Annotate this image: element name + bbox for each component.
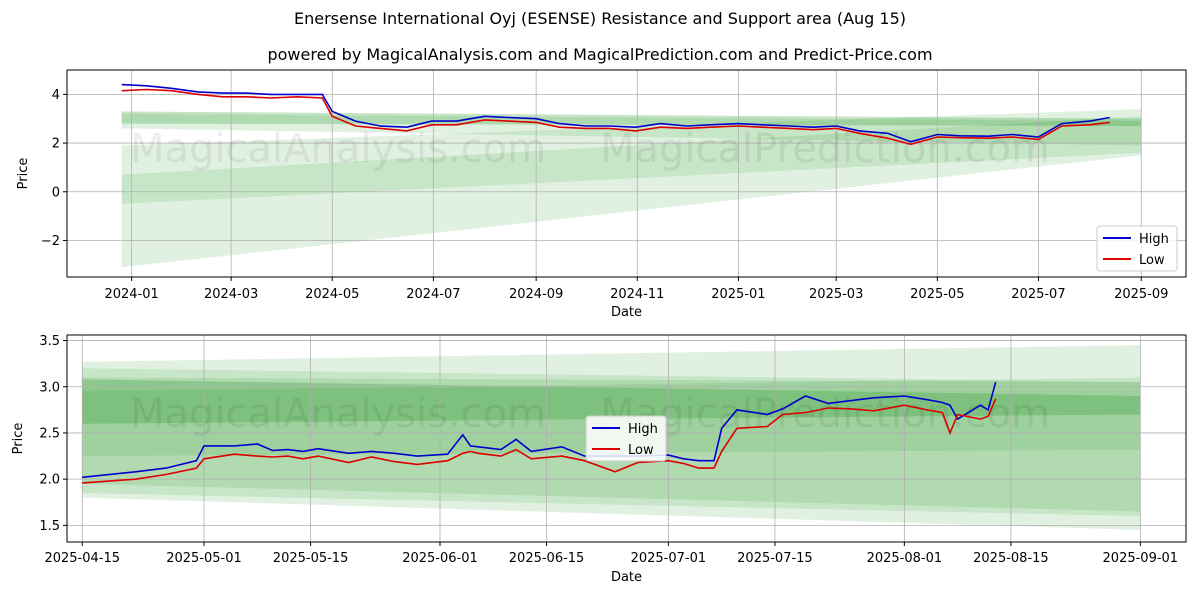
x-tick-label: 2025-05 bbox=[910, 287, 964, 302]
chart-subtitle: powered by MagicalAnalysis.com and Magic… bbox=[267, 45, 933, 64]
y-tick-label: 0 bbox=[52, 185, 60, 200]
watermark-right: MagicalPrediction.com bbox=[600, 391, 1050, 437]
x-tick-label: 2025-07 bbox=[1011, 287, 1065, 302]
band-4 bbox=[121, 108, 1142, 268]
watermark-left: MagicalAnalysis.com bbox=[130, 126, 546, 172]
x-tick-label: 2024-09 bbox=[509, 287, 563, 302]
watermark-left: MagicalAnalysis.com bbox=[130, 391, 546, 437]
y-tick-label: 4 bbox=[52, 88, 60, 103]
series-lines bbox=[121, 83, 1110, 146]
y-tick-label: 2.5 bbox=[39, 426, 60, 441]
x-axis-label: Date bbox=[611, 570, 642, 585]
series-line-high bbox=[82, 381, 997, 479]
series-lines bbox=[82, 381, 997, 484]
x-tick-label: 2024-01 bbox=[104, 287, 158, 302]
grid-lines bbox=[67, 335, 1186, 542]
x-axis-label: Date bbox=[611, 305, 642, 320]
x-tick-label: 2024-11 bbox=[610, 287, 664, 302]
x-tick-label: 2025-09 bbox=[1114, 287, 1168, 302]
y-axis-label: Price bbox=[11, 423, 26, 455]
series-line-high bbox=[121, 83, 1110, 143]
plot-frame bbox=[66, 69, 1187, 278]
legend-label-high: High bbox=[628, 422, 658, 437]
x-tick-label: 2025-06-01 bbox=[402, 551, 478, 566]
legend-label-high: High bbox=[1139, 232, 1169, 247]
x-tick-label: 2025-08-01 bbox=[867, 551, 943, 566]
x-tick-label: 2025-01 bbox=[711, 287, 765, 302]
plot-frame bbox=[66, 334, 1187, 543]
legend-label-low: Low bbox=[1139, 253, 1165, 268]
x-tick-label: 2025-05-15 bbox=[273, 551, 349, 566]
grid-lines bbox=[67, 70, 1186, 277]
chart-panel-1: MagicalAnalysis.com MagicalPrediction.com… bbox=[16, 69, 1187, 320]
x-tick-label: 2025-03 bbox=[809, 287, 863, 302]
x-tick-label: 2025-05-01 bbox=[166, 551, 242, 566]
x-tick-label: 2024-03 bbox=[204, 287, 258, 302]
band-1 bbox=[82, 379, 1141, 424]
y-tick-label: 3.0 bbox=[39, 380, 60, 395]
y-tick-label: 2.0 bbox=[39, 473, 60, 488]
x-tick-label: 2024-05 bbox=[305, 287, 359, 302]
x-tick-label: 2025-08-15 bbox=[973, 551, 1049, 566]
y-axis-label: Price bbox=[16, 158, 31, 190]
legend: High Low bbox=[585, 415, 667, 462]
y-tick-label: 1.5 bbox=[39, 519, 60, 534]
x-tick-label: 2024-07 bbox=[406, 287, 460, 302]
legend-label-low: Low bbox=[628, 443, 654, 458]
series-line-low bbox=[82, 398, 997, 484]
watermark-right: MagicalPrediction.com bbox=[600, 126, 1050, 172]
x-tick-label: 2025-09-01 bbox=[1103, 551, 1179, 566]
x-tick-label: 2025-07-15 bbox=[737, 551, 813, 566]
y-tick-label: 2 bbox=[52, 137, 60, 152]
legend: High Low bbox=[1096, 225, 1178, 272]
chart-panel-2: MagicalAnalysis.com MagicalPrediction.com… bbox=[11, 334, 1187, 585]
chart-title: Enersense International Oyj (ESENSE) Res… bbox=[294, 9, 906, 28]
x-tick-label: 2025-04-15 bbox=[44, 551, 120, 566]
x-tick-label: 2025-06-15 bbox=[509, 551, 585, 566]
x-tick-label: 2025-07-01 bbox=[631, 551, 707, 566]
series-line-low bbox=[121, 88, 1110, 146]
y-tick-label: −2 bbox=[41, 234, 60, 249]
y-tick-label: 3.5 bbox=[39, 334, 60, 349]
band-1 bbox=[121, 111, 1142, 127]
